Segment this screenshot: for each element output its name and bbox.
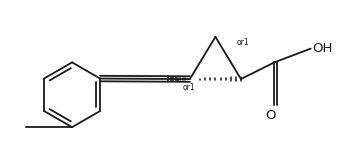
Text: or1: or1 [237,38,250,47]
Text: OH: OH [313,42,333,55]
Text: O: O [265,109,276,122]
Text: or1: or1 [183,83,196,92]
